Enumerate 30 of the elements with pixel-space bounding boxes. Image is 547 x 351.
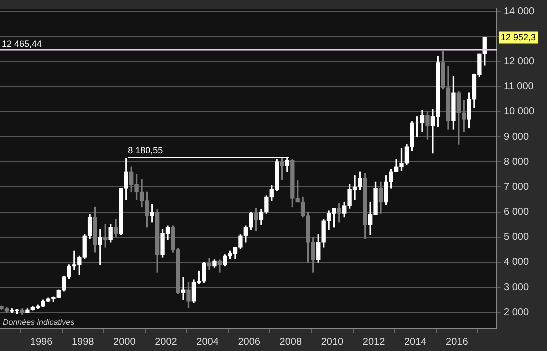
annotation: 8 180,55 <box>128 146 164 156</box>
y-tick-label: 12 000 <box>504 56 536 68</box>
annotation: Données indicatives <box>3 318 75 328</box>
x-tick-label: 2000 <box>114 336 136 348</box>
x-tick-label: 2002 <box>155 336 178 348</box>
x-tick-label: 2004 <box>196 336 220 348</box>
y-tick-label: 3 000 <box>504 282 530 294</box>
y-tick-label: 14 000 <box>504 6 536 18</box>
candlestick <box>181 277 186 300</box>
x-tick-label: 2016 <box>446 336 469 348</box>
y-tick-label: 5 000 <box>504 232 530 244</box>
y-tick-label: 11 000 <box>504 82 534 93</box>
y-tick-label: 8 000 <box>504 156 530 168</box>
y-tick-label: 7 000 <box>504 182 530 193</box>
y-tick-label: 2 000 <box>504 307 530 318</box>
x-tick-label: 2008 <box>280 336 302 348</box>
y-tick-label: 10 000 <box>504 106 536 118</box>
y-tick-label: 4 000 <box>504 257 530 268</box>
x-tick-label: 1996 <box>30 336 54 348</box>
y-tick-label: 6 000 <box>504 207 530 218</box>
candlestick <box>98 230 103 266</box>
x-tick-label: 2012 <box>362 336 386 348</box>
annotation: 12 952,3 <box>501 32 536 42</box>
x-tick-label: 1998 <box>72 336 95 348</box>
candlestick <box>207 258 212 270</box>
y-tick-label: 9 000 <box>504 132 530 143</box>
x-tick-label: 2010 <box>321 336 344 348</box>
x-tick-label: 2014 <box>404 336 428 348</box>
x-tick-label: 2006 <box>238 336 261 348</box>
ref-line-label: 12 465,44 <box>2 39 42 50</box>
